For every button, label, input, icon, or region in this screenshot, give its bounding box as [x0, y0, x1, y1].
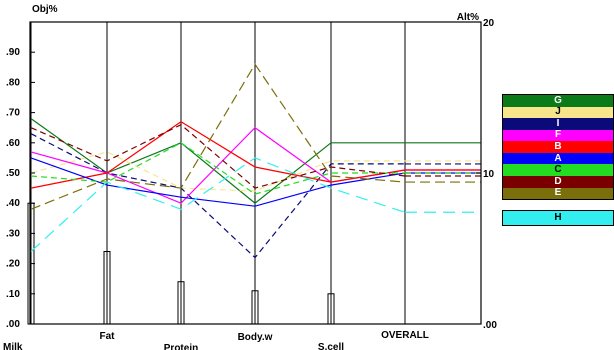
x-label-protein: Protein: [164, 343, 198, 350]
left-tick-label: .20: [6, 259, 20, 270]
series-line-d: [30, 123, 406, 189]
series-line-e: [30, 63, 406, 210]
series-line-c: [30, 142, 405, 195]
legend-item-a: A: [503, 152, 613, 165]
legend-item-g: G: [503, 95, 613, 107]
left-tick-label: .60: [6, 138, 20, 149]
x-label-fat: Fat: [100, 331, 116, 342]
x-axis-labels: Milk Fat Protein Body.w S.cell OVERALL: [3, 330, 429, 350]
legend-item-f: F: [503, 129, 613, 142]
series-line-h: [30, 157, 406, 252]
left-axis-ticks: .00 .10 .20 .30 .40 .50 .60 .70 .80 .90: [6, 47, 35, 330]
series-lines: [30, 63, 481, 259]
series-line-j: [30, 151, 405, 192]
left-tick-label: .90: [6, 47, 20, 58]
left-tick-label: .10: [6, 289, 20, 300]
legend-extra: H: [502, 210, 614, 226]
series-line-i: [30, 133, 405, 259]
right-axis-title: Alt%: [457, 12, 479, 23]
x-label-s-cell: S.cell: [318, 342, 344, 350]
legend-item-h: H: [503, 211, 613, 225]
right-axis-ticks: .00 10 20: [476, 18, 497, 331]
x-label-body-w: Body.w: [238, 332, 273, 343]
legend-item-e: E: [503, 187, 613, 200]
legend-item-j: J: [503, 106, 613, 119]
left-tick-label: .00: [6, 319, 20, 330]
legend-item-b: B: [503, 141, 613, 153]
left-tick-label: .30: [6, 228, 20, 239]
right-tick-label: .00: [483, 320, 497, 331]
right-tick-label: 20: [483, 18, 495, 29]
left-tick-label: .80: [6, 77, 20, 88]
series-line-f: [30, 126, 406, 204]
x-label-overall: OVERALL: [381, 330, 429, 341]
legend-item-i: I: [503, 118, 613, 130]
right-tick-label: 10: [483, 169, 495, 180]
series-line-g: [30, 118, 405, 204]
legend-item-d: D: [503, 175, 613, 188]
x-label-milk: Milk: [3, 342, 23, 350]
series-line-b: [30, 120, 406, 189]
left-axis-title: Obj%: [32, 4, 58, 15]
left-tick-label: .70: [6, 108, 20, 119]
legend-item-c: C: [503, 164, 613, 176]
left-tick-label: .50: [6, 168, 20, 179]
left-tick-label: .40: [6, 198, 20, 209]
